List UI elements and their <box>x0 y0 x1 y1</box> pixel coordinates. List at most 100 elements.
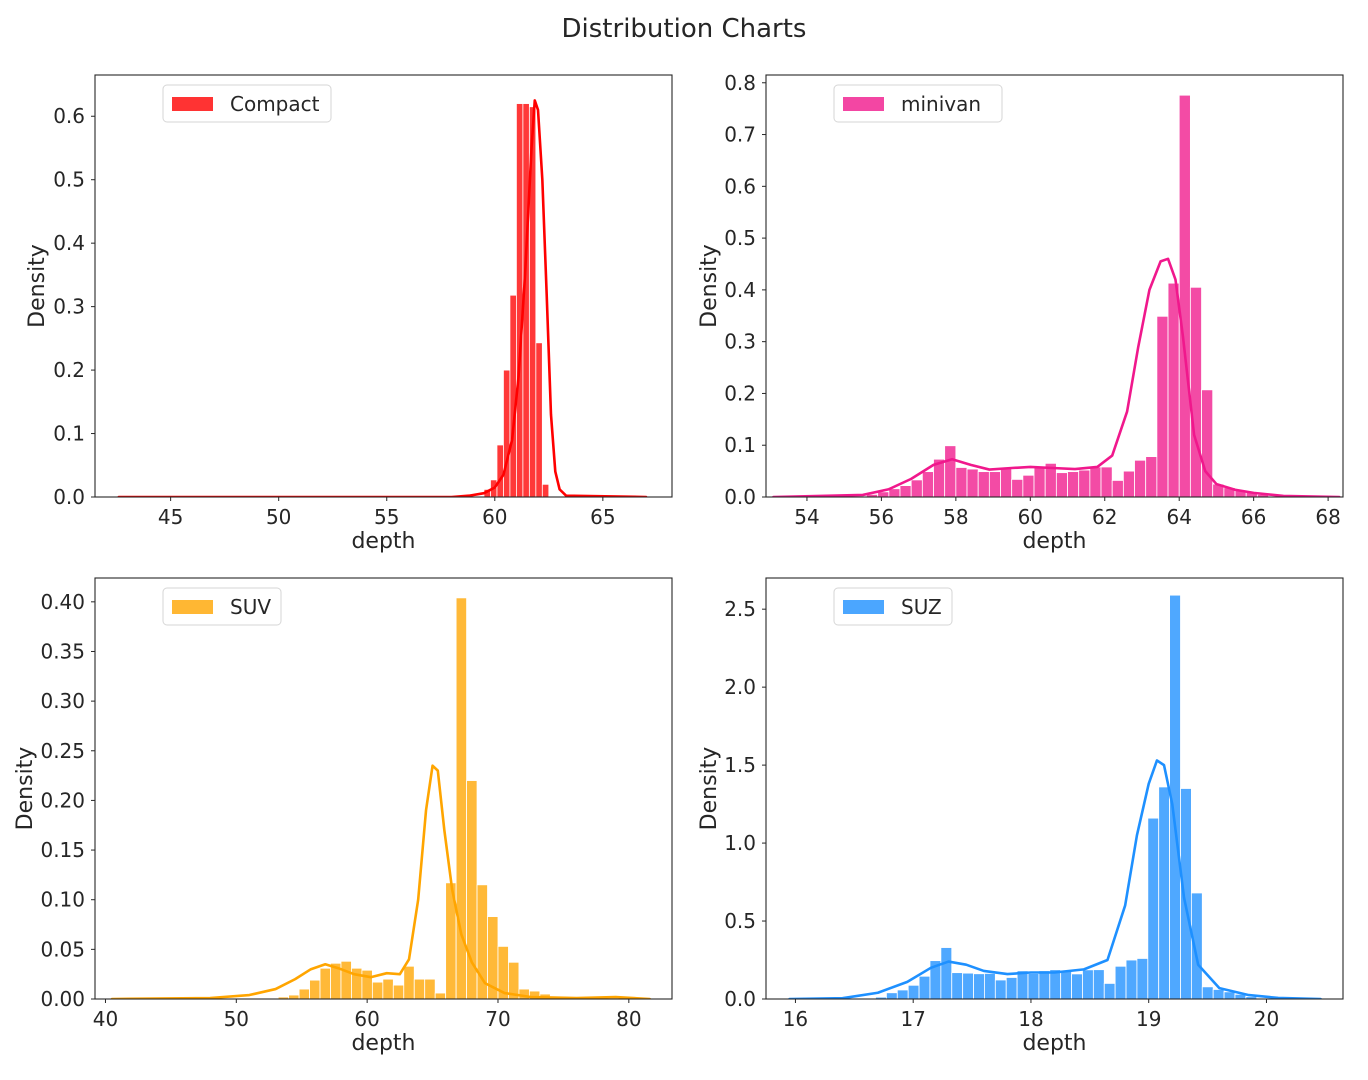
histogram-bar <box>888 488 901 497</box>
kde-line <box>788 759 1322 999</box>
y-tick-label: 1.5 <box>724 753 756 777</box>
histogram-bar <box>1178 94 1191 497</box>
legend: SUZ <box>833 587 953 626</box>
legend-box <box>833 84 1003 123</box>
y-tick-label: 0.30 <box>40 689 85 713</box>
histogram-bar <box>535 342 543 497</box>
histogram-bar <box>896 989 909 999</box>
figure-title: Distribution Charts <box>561 14 807 44</box>
histogram-bar <box>1189 286 1202 497</box>
x-tick-label: 58 <box>943 505 968 529</box>
histogram-bar <box>309 979 321 999</box>
histogram-bar <box>413 978 426 999</box>
histogram-bar <box>966 468 979 497</box>
x-tick-label: 50 <box>224 1007 249 1031</box>
x-tick-label: 66 <box>1241 505 1266 529</box>
histogram-bar <box>1147 817 1160 999</box>
kde-line <box>110 764 652 999</box>
histogram-bar <box>1016 970 1029 999</box>
y-tick-label: 2.0 <box>724 675 756 699</box>
histogram-bar <box>1201 986 1214 999</box>
y-tick-label: 0.0 <box>724 485 756 509</box>
chart-panel-3: 40 50 60 70 80 0.00 0.05 0.10 0.15 0.20 0.25 0.30 0.… <box>13 577 673 1056</box>
y-tick-label: 0.20 <box>40 788 85 812</box>
kde-line <box>117 99 648 497</box>
y-tick-label: 0.4 <box>53 231 85 255</box>
y-tick-label: 2.5 <box>724 597 756 621</box>
histogram-bar <box>503 369 511 497</box>
x-tick-label: 56 <box>869 505 894 529</box>
histogram-bar <box>1136 958 1149 999</box>
histogram-bar <box>340 960 352 999</box>
y-tick-label: 0.4 <box>724 278 756 302</box>
histogram-bar <box>962 972 974 999</box>
plot-area <box>772 94 1341 497</box>
legend-label: SUZ <box>901 595 942 619</box>
histogram-bar <box>886 992 898 999</box>
legend-swatch <box>843 97 884 111</box>
histogram-bar <box>1060 970 1072 999</box>
x-tick-label: 55 <box>374 505 399 529</box>
x-tick-label: 60 <box>1018 505 1043 529</box>
histogram-bar <box>1078 469 1091 497</box>
histogram-bar <box>1027 973 1040 999</box>
x-axis-label: depth <box>1022 1031 1086 1056</box>
histogram-bar <box>977 471 990 497</box>
y-tick-label: 0.05 <box>40 937 85 961</box>
axes-frame <box>765 577 1344 1000</box>
plot-area <box>788 594 1322 999</box>
y-tick-label: 0.3 <box>53 295 85 319</box>
histogram-bar <box>371 981 384 999</box>
histogram-bar <box>984 973 996 999</box>
histogram-bar <box>1038 970 1051 999</box>
y-axis-label: Density <box>697 747 722 831</box>
histogram-bar <box>1049 969 1062 999</box>
plot-area <box>117 99 648 497</box>
x-tick-label: 17 <box>900 1007 925 1031</box>
x-tick-label: 60 <box>354 1007 379 1031</box>
axes-frame <box>765 74 1344 498</box>
histogram-bar <box>1201 389 1214 497</box>
y-tick-label: 0.35 <box>40 639 85 663</box>
legend: SUV <box>162 587 282 626</box>
y-tick-label: 0.6 <box>724 174 756 198</box>
histogram-bar <box>1122 470 1135 497</box>
legend-swatch <box>172 600 213 614</box>
x-tick-label: 50 <box>266 505 291 529</box>
histogram-bar <box>944 445 957 497</box>
histogram-bar <box>1145 456 1158 497</box>
histogram-bar <box>988 471 1001 497</box>
x-tick-label: 54 <box>794 505 819 529</box>
y-tick-label: 0.25 <box>40 739 85 763</box>
histogram-bar <box>1156 315 1169 497</box>
y-tick-label: 0.8 <box>724 71 756 95</box>
histogram-bar <box>1100 466 1113 497</box>
x-tick-label: 20 <box>1254 1007 1279 1031</box>
legend-box <box>833 587 953 626</box>
histogram-bar <box>1125 959 1138 999</box>
histogram-bar <box>516 103 524 497</box>
x-tick-label: 68 <box>1315 505 1340 529</box>
legend-swatch <box>172 97 213 111</box>
y-axis-label: Density <box>697 244 722 328</box>
histogram-bar <box>455 597 467 999</box>
y-tick-label: 0.00 <box>40 987 85 1011</box>
y-tick-label: 0.1 <box>53 422 85 446</box>
x-tick-label: 40 <box>93 1007 118 1031</box>
x-tick-label: 65 <box>590 505 615 529</box>
kde-line <box>772 257 1341 497</box>
histogram-bar <box>392 984 405 999</box>
y-tick-label: 0.40 <box>40 590 85 614</box>
histogram-bar <box>1022 474 1035 497</box>
histogram-bar <box>918 975 931 999</box>
x-axis-label: depth <box>351 529 415 554</box>
histogram-bar <box>1180 788 1192 999</box>
histogram-bar <box>541 483 550 497</box>
y-tick-label: 0.0 <box>724 987 756 1011</box>
y-tick-label: 0.6 <box>53 104 85 128</box>
x-tick-label: 64 <box>1166 505 1191 529</box>
legend-swatch <box>843 600 884 614</box>
chart-panel-4: 16 17 18 19 20 0.0 0.5 1.0 1.5 2.0 2.5 depth Density… <box>697 577 1344 1056</box>
y-tick-label: 0.5 <box>724 226 756 250</box>
